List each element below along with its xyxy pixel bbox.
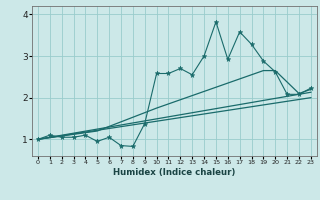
X-axis label: Humidex (Indice chaleur): Humidex (Indice chaleur)	[113, 168, 236, 177]
